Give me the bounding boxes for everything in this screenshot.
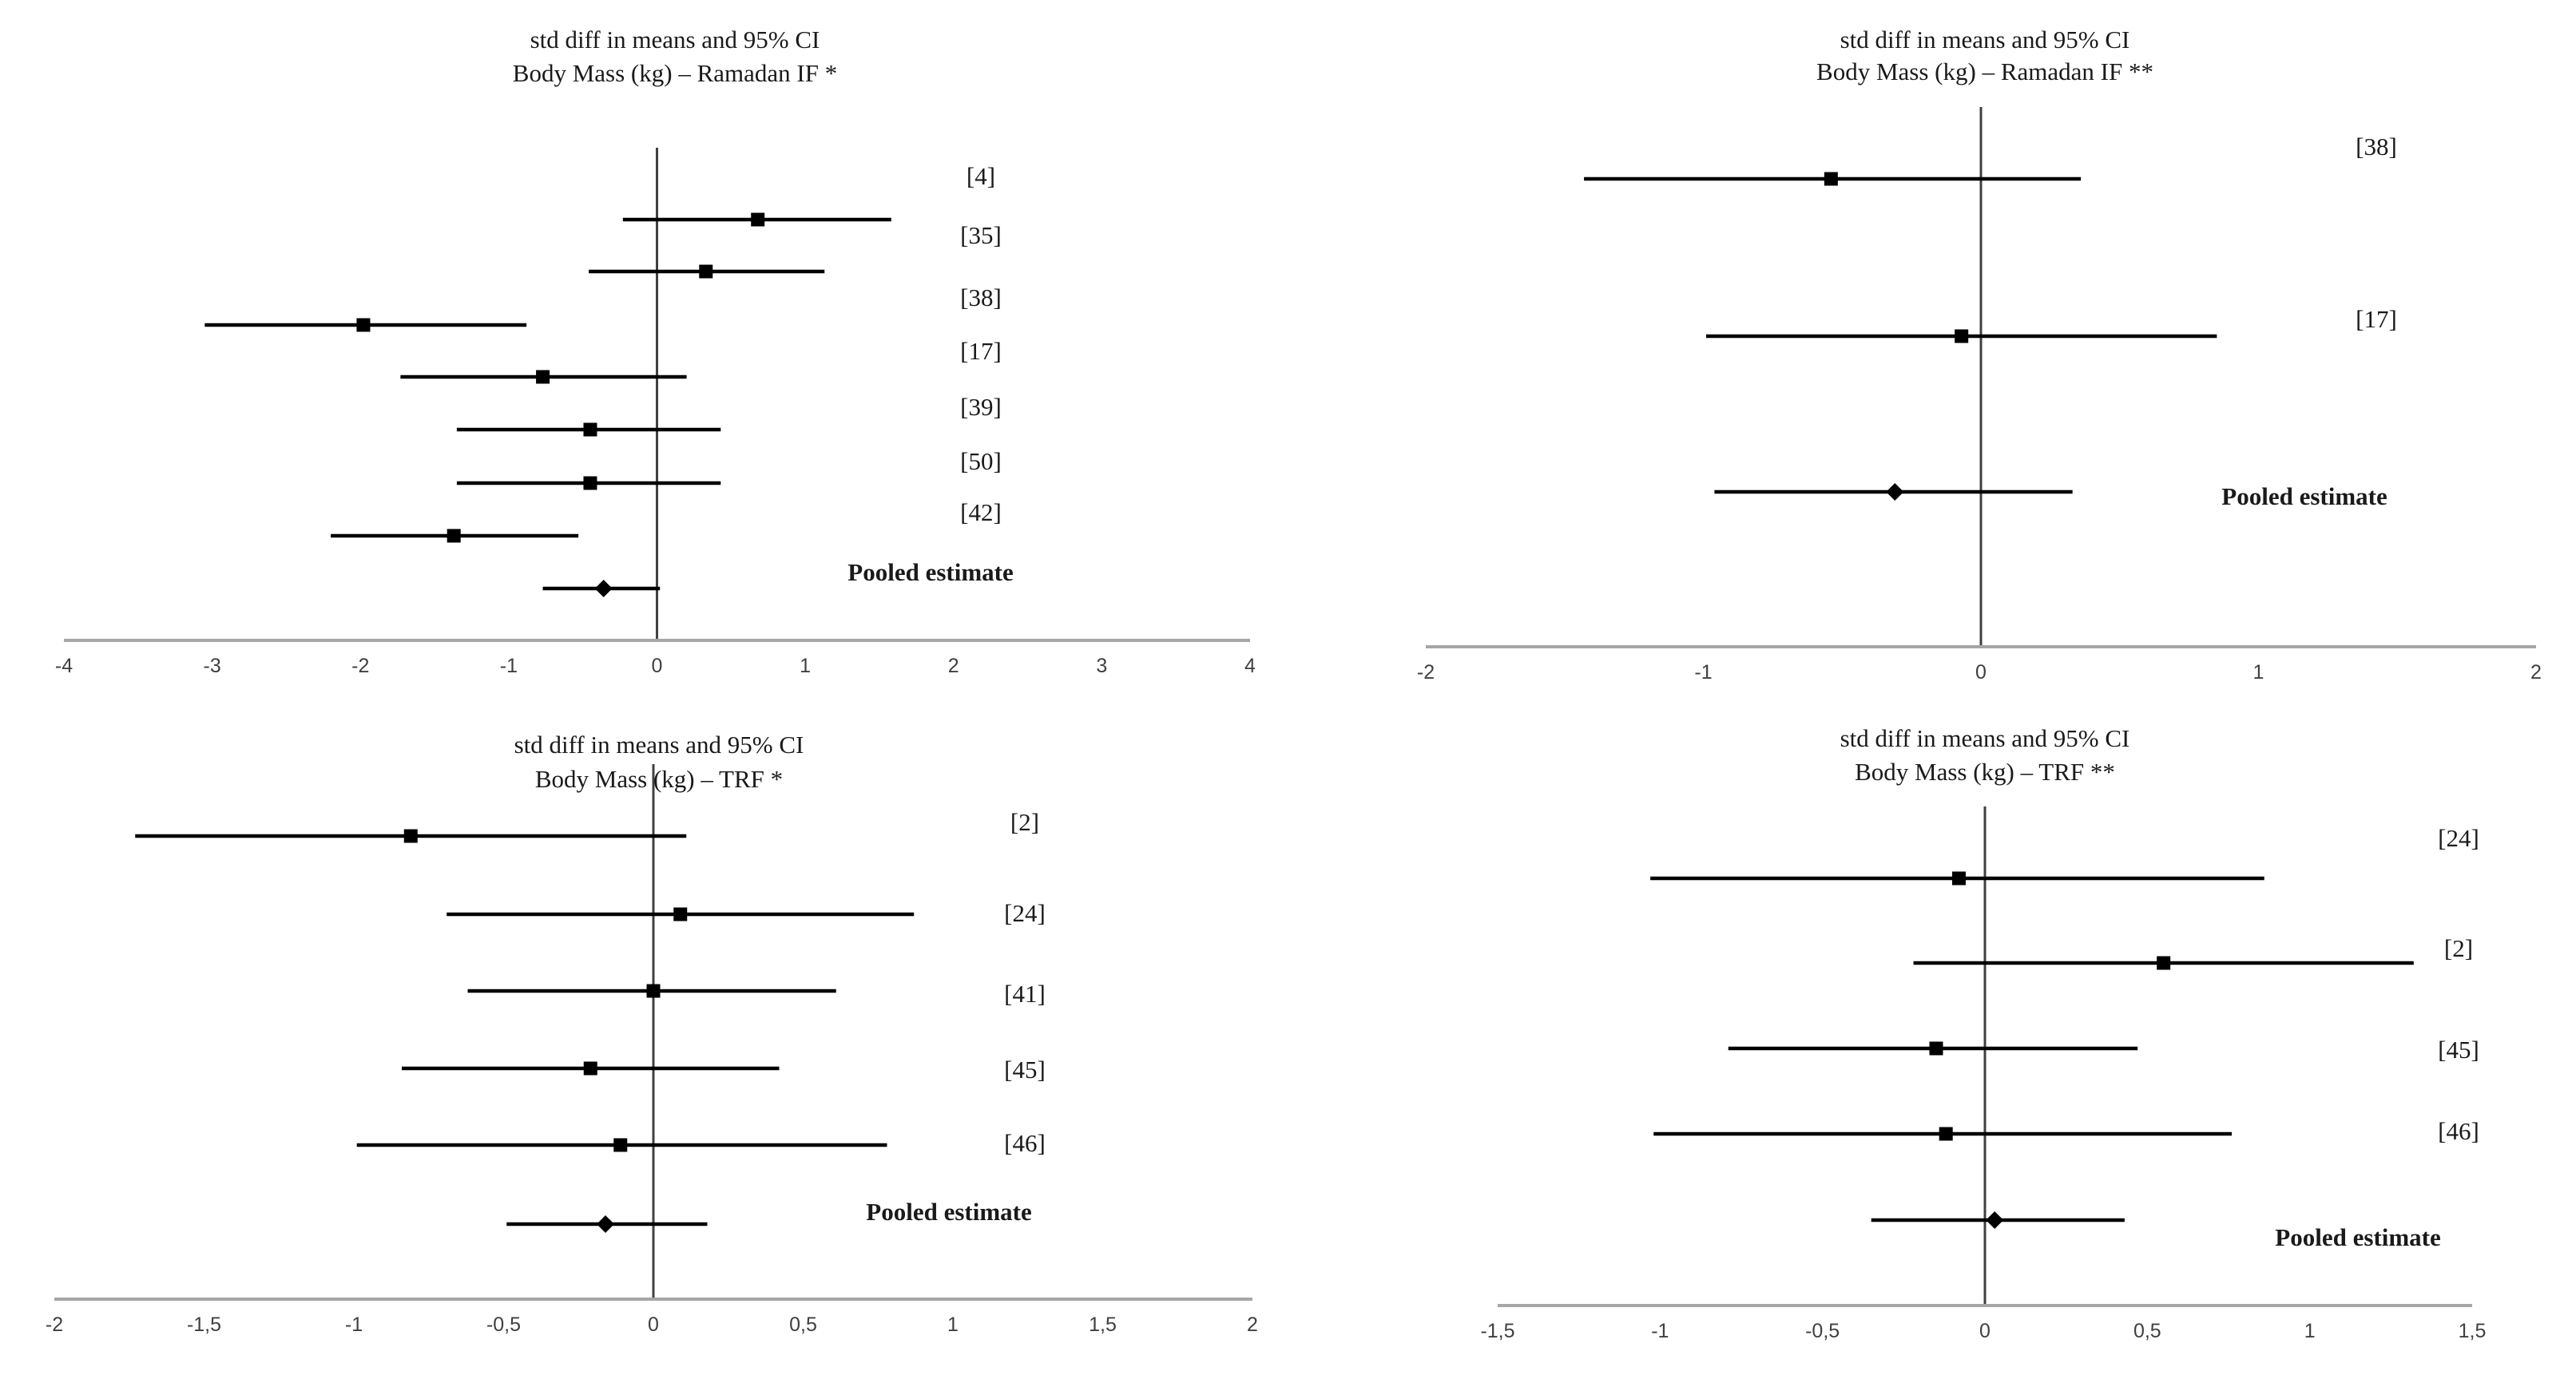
- study-label: [38]: [960, 283, 1002, 311]
- x-tick-label: 2: [948, 655, 959, 677]
- x-tick-label: -0,5: [1805, 1320, 1840, 1342]
- x-tick-label: -1: [1694, 661, 1712, 684]
- study-point-marker: [583, 1061, 597, 1076]
- study-label: [2]: [1010, 808, 1039, 836]
- x-tick-label: -1,5: [1480, 1320, 1514, 1342]
- chart-title-line1: std diff in means and 95% CI: [530, 26, 820, 53]
- study-point-marker: [1951, 871, 1966, 886]
- study-label: [39]: [960, 393, 1002, 421]
- x-tick-label: 1,5: [2459, 1320, 2487, 1342]
- study-label: [35]: [960, 221, 1002, 249]
- x-tick-label: -1: [1651, 1320, 1669, 1342]
- pooled-diamond-marker: [1886, 483, 1904, 501]
- study-point-marker: [403, 829, 418, 843]
- chart-title-line2: Body Mass (kg) – TRF *: [535, 765, 783, 793]
- x-tick-label: 2: [1247, 1314, 1258, 1336]
- x-tick-label: -2: [1417, 661, 1435, 684]
- x-tick-label: 3: [1096, 655, 1107, 677]
- pooled-estimate-label: Pooled estimate: [866, 1198, 1031, 1226]
- pooled-diamond-marker: [1986, 1211, 2004, 1229]
- study-point-marker: [1955, 329, 1969, 343]
- pooled-estimate-label: Pooled estimate: [2275, 1223, 2440, 1251]
- study-label: [41]: [1004, 980, 1046, 1008]
- x-tick-label: 0: [1975, 661, 1987, 684]
- x-tick-label: 1: [947, 1314, 959, 1336]
- x-tick-label: -3: [204, 655, 221, 677]
- study-point-marker: [447, 529, 461, 543]
- pooled-estimate-label: Pooled estimate: [847, 558, 1013, 586]
- x-tick-label: -0,5: [486, 1314, 521, 1336]
- x-tick-label: 4: [1244, 655, 1256, 677]
- study-label: [24]: [1004, 899, 1046, 927]
- x-tick-label: 1: [2253, 661, 2264, 684]
- x-tick-label: -1,5: [187, 1314, 221, 1336]
- x-tick-label: 0,5: [789, 1314, 817, 1336]
- chart-title-line2: Body Mass (kg) – Ramadan IF *: [513, 59, 837, 87]
- chart-title-line1: std diff in means and 95% CI: [1840, 26, 2130, 53]
- study-point-marker: [673, 907, 688, 921]
- study-label: [17]: [2356, 305, 2397, 333]
- study-point-marker: [646, 984, 661, 998]
- study-point-marker: [699, 264, 713, 279]
- study-point-marker: [356, 318, 371, 332]
- study-label: [50]: [960, 447, 1002, 475]
- x-tick-label: 0: [1979, 1320, 1991, 1342]
- study-label: [38]: [2356, 133, 2397, 160]
- forest-plot-2: std diff in means and 95% CI Body Mass (k…: [1417, 26, 2542, 684]
- x-tick-label: 1: [800, 655, 811, 677]
- study-label: [17]: [960, 337, 1002, 365]
- study-point-marker: [751, 212, 765, 227]
- study-point-marker: [536, 370, 550, 384]
- x-tick-label: 0,5: [2133, 1320, 2161, 1342]
- study-label: [4]: [966, 162, 995, 190]
- study-point-marker: [1939, 1127, 1953, 1141]
- study-label: [46]: [1004, 1129, 1046, 1157]
- chart-title-line1: std diff in means and 95% CI: [514, 731, 804, 759]
- study-label: [24]: [2438, 824, 2479, 852]
- study-point-marker: [613, 1138, 628, 1152]
- chart-title-line1: std diff in means and 95% CI: [1840, 724, 2130, 752]
- x-tick-label: 1: [2304, 1320, 2316, 1342]
- study-label: [45]: [1004, 1056, 1046, 1084]
- study-label: [46]: [2438, 1117, 2479, 1145]
- x-tick-label: 0: [652, 655, 663, 677]
- x-tick-label: -4: [55, 655, 73, 677]
- forest-plot-3: std diff in means and 95% CI Body Mass (k…: [46, 731, 1258, 1336]
- study-point-marker: [2157, 956, 2171, 970]
- study-label: [2]: [2444, 934, 2473, 962]
- x-tick-label: -2: [351, 655, 369, 677]
- study-point-marker: [583, 422, 597, 437]
- study-label: [42]: [960, 498, 1002, 526]
- chart-title-line2: Body Mass (kg) – TRF **: [1855, 758, 2115, 786]
- x-tick-label: 2: [2530, 661, 2542, 684]
- pooled-diamond-marker: [594, 580, 613, 597]
- x-tick-label: 1,5: [1089, 1314, 1117, 1336]
- study-point-marker: [583, 476, 597, 490]
- x-tick-label: -1: [345, 1314, 363, 1336]
- x-tick-label: -1: [500, 655, 518, 677]
- x-tick-label: -2: [46, 1314, 63, 1336]
- study-label: [45]: [2438, 1036, 2479, 1064]
- pooled-estimate-label: Pooled estimate: [2221, 482, 2387, 510]
- x-tick-label: 0: [648, 1314, 659, 1336]
- forest-plot-4: std diff in means and 95% CI Body Mass (k…: [1480, 724, 2486, 1342]
- study-point-marker: [1824, 172, 1838, 186]
- chart-title-line2: Body Mass (kg) – Ramadan IF **: [1816, 57, 2153, 85]
- forest-plot-1: std diff in means and 95% CI Body Mass (k…: [55, 26, 1256, 677]
- study-point-marker: [1929, 1041, 1943, 1056]
- pooled-diamond-marker: [597, 1215, 614, 1233]
